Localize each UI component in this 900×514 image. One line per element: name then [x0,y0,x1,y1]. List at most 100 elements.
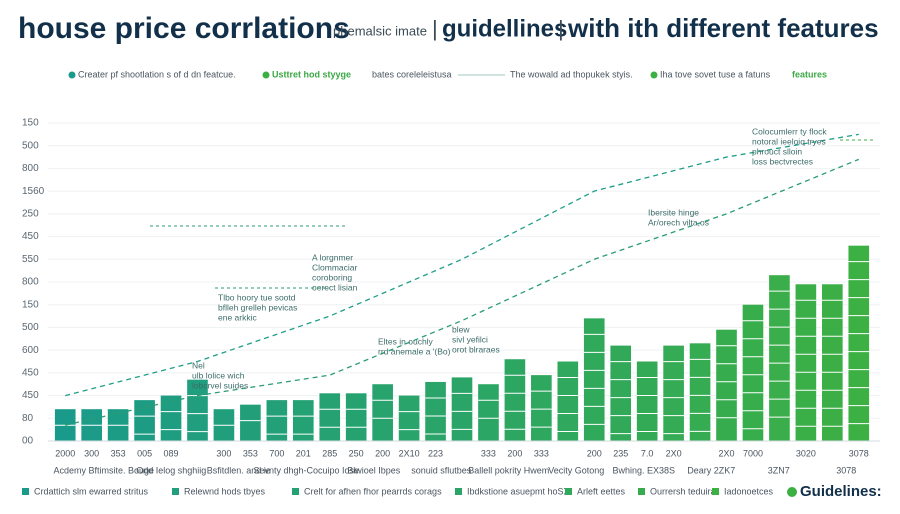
x-tick-label: 7.0 [641,448,654,458]
x-tick-label: 2X10 [399,448,420,458]
annotation: A lorgnmer [312,252,353,262]
annotation: lobcrvel suides [192,380,248,390]
y-tick-label: 80 [22,413,34,424]
x-tick-label: 300 [84,448,99,458]
x-tick-label: 200 [587,448,602,458]
legend-label: Relewnd hods tbyes [184,486,266,496]
x-tick-label: 333 [534,448,549,458]
bar [636,361,658,441]
group-label: Bsfitdlen. and ie [207,465,271,475]
y-tick-label: 500 [22,140,39,151]
y-tick-label: 600 [22,345,39,356]
bar [451,377,473,441]
annotation: blew [452,324,470,334]
title: house price corrlations [18,12,350,45]
annotation: sivl yefilci [452,334,488,344]
bar [795,284,817,441]
group-label: sonuid sflutbes [411,465,472,475]
trend-line [65,158,860,426]
bar [345,393,367,441]
annotation: rrd anemale a '(Bo) [378,346,451,356]
group-label: 3078 [836,465,856,475]
x-tick-label: 300 [216,448,231,458]
group-label: Sevnty dhgh-Cocuipo Iose [253,465,359,475]
annotation: ene arkkic [218,312,257,322]
bar [557,361,579,441]
bar [583,318,605,441]
plot: 00 80 450 450 600 500 150 800 550 450 250 1560 800 50… [22,118,880,475]
y-tick-label: 1560 [22,186,45,197]
annotation: notoral ieeloiq tryes [752,136,826,146]
x-tick-label: 333 [481,448,496,458]
legend-label: Ourrersh teduira [650,486,716,496]
x-tick-label: 089 [164,448,179,458]
annotation: Nel [192,360,205,370]
annotation: orot blraraes [452,344,500,354]
annotation: coroboring [312,272,352,282]
bar [160,395,182,441]
annotation: Tlbo hoory tue sootd [218,292,296,302]
annotation: loss bectvrectes [752,156,813,166]
x-tick-label: 3020 [796,448,816,458]
legend-swatch [565,488,572,495]
group-label: Vecity Gotong [548,465,604,475]
x-tick-label: 2X0 [666,448,682,458]
bar [848,245,870,441]
group-label: Blwioel Ibpes [347,465,401,475]
x-tick-label: 223 [428,448,443,458]
legend-label: Iadonoetces [724,486,774,496]
legend-swatch [712,488,719,495]
legend-label: Crdattich slm ewarred stritus [34,486,149,496]
bar [266,400,288,441]
y-tick-label: 500 [22,322,39,333]
y-tick-label: 800 [22,163,39,174]
group-label: Ballell pokrity Hwem [468,465,549,475]
annotation: Eltes in ouchly [378,336,434,346]
legend-title: Guidelines: [800,483,882,500]
x-tick-label: 285 [322,448,337,458]
bar [292,400,314,441]
bar [319,393,341,441]
legend-marker [787,487,797,497]
group-label: 3ZN7 [768,465,790,475]
bar [531,375,552,441]
bar [187,379,208,441]
legend-label: Iha tove sovet tuse a fatuns [660,69,771,79]
group-label: Deary 2ZK7 [687,465,735,475]
x-tick-label: 3078 [849,448,869,458]
bar [478,384,499,441]
top-legend: Creater pf shootlation s of d dn featcue… [68,69,827,79]
legend-swatch [172,488,179,495]
x-tick-label: 700 [269,448,284,458]
annotation: ulb lolice wich [192,370,245,380]
group-label: Acdemy Bftimsite. Bouge [53,465,154,475]
annotation: bflleh grelleh pevicas [218,302,297,312]
legend-label: The wowald ad thopukek styis. [510,69,633,79]
legend-label: Crelt for afhen fhor pearrds corags [304,486,442,496]
bar [769,275,790,441]
bar [716,329,737,441]
title-part: with ith different features [567,13,879,43]
annotation: phrouct slloin [752,146,802,156]
annotation: oerect lisian [312,282,358,292]
x-tick-label: 250 [349,448,364,458]
y-tick-label: 550 [22,254,39,265]
y-tick-label: 250 [22,208,39,219]
y-tick-label: 00 [22,436,34,447]
group-label: Odd Ielog shghiig [136,465,206,475]
legend-label: Arleft eettes [577,486,626,496]
x-tick-label: 353 [111,448,126,458]
x-tick-label: 200 [375,448,390,458]
bar [240,404,261,441]
legend-label: Ibdkstione asuepmt hoSX [467,486,570,496]
bar [425,381,446,441]
x-tick-label: 7000 [743,448,763,458]
legend-swatch [22,488,29,495]
bar [134,400,155,441]
x-tick-label: 2X0 [719,448,735,458]
legend-marker [262,71,270,79]
separator: | [432,16,438,41]
bar [822,284,843,441]
annotation: Ar/orech vilta,os [648,217,709,227]
